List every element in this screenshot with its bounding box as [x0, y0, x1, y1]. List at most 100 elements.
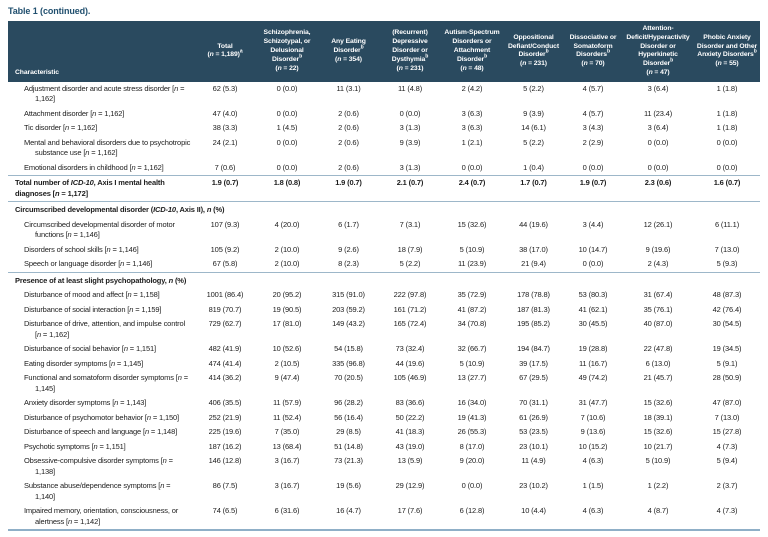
- value-cell: 3 (4.3): [582, 123, 604, 133]
- value-cell: 0 (0.0): [276, 108, 298, 118]
- value-cell: 0 (0.0): [582, 162, 604, 172]
- value-cell: 19 (34.5): [712, 344, 742, 354]
- value-cell: 26 (55.3): [457, 427, 487, 437]
- value-cell: 11 (23.4): [643, 108, 673, 118]
- value-cell: 49 (74.2): [578, 373, 608, 383]
- table-row: Attachment disorder [n = 1,162] 47 (4.0) 0…: [8, 107, 760, 122]
- value-cell: 105 (46.9): [393, 373, 427, 383]
- value-cell: 62 (5.3): [212, 83, 238, 93]
- value-cell: 15 (32.6): [643, 427, 673, 437]
- value-cell: 50 (22.2): [395, 412, 425, 422]
- row-label: Tic disorder [n = 1,162]: [24, 123, 98, 133]
- table-row: Obsessive-compulsive disorder symptoms […: [8, 454, 760, 479]
- value-cell: 10 (21.7): [643, 441, 673, 451]
- value-cell: 414 (36.2): [208, 373, 242, 383]
- value-cell: 11 (52.4): [272, 412, 302, 422]
- value-cell: 1.6 (0.7): [694, 175, 760, 203]
- row-label: Disturbance of social behavior [n = 1,15…: [24, 344, 156, 354]
- row-label: Mental and behavioral disorders due to p…: [24, 137, 191, 158]
- header-cell: Dissociative or Somatoform Disordersb (n …: [564, 21, 622, 82]
- value-cell: 335 (96.8): [332, 358, 365, 368]
- value-cell: 5 (10.9): [459, 244, 485, 254]
- value-cell: 1 (1.8): [716, 108, 738, 118]
- value-cell: 161 (71.2): [393, 304, 427, 314]
- value-cell: 1 (4.5): [276, 123, 298, 133]
- header-cell: Autism-Spectrum Disorders or Attachment …: [441, 21, 503, 82]
- value-cell: 474 (41.4): [208, 358, 242, 368]
- table-row: Disturbance of mood and affect [n = 1,15…: [8, 288, 760, 303]
- value-cell: 19 (41.3): [457, 412, 487, 422]
- value-cell: 14 (6.1): [521, 123, 546, 133]
- value-cell: 1 (1.8): [716, 123, 738, 133]
- table-row: Tic disorder [n = 1,162] 38 (3.3) 1 (4.5) 2…: [8, 121, 760, 136]
- value-cell: 6 (11.1): [714, 219, 740, 229]
- value-cell: 187 (16.2): [208, 441, 242, 451]
- value-cell: 86 (7.5): [212, 481, 238, 491]
- value-cell: 4 (5.7): [582, 108, 604, 118]
- table-row: Substance abuse/dependence symptoms [n =…: [8, 479, 760, 504]
- value-cell: 11 (57.9): [272, 398, 302, 408]
- section-header-row: Presence of at least slight psychopathol…: [8, 271, 760, 289]
- value-cell: 107 (9.3): [210, 219, 240, 229]
- value-cell: 5 (2.2): [523, 83, 544, 93]
- table-body: Adjustment disorder and acute stress dis…: [8, 82, 760, 531]
- value-cell: 19 (28.8): [578, 344, 608, 354]
- value-cell: 73 (32.4): [395, 344, 425, 354]
- value-cell: 20 (95.2): [272, 290, 302, 300]
- value-cell: 5 (9.3): [716, 259, 738, 269]
- value-cell: 4 (7.3): [716, 441, 738, 451]
- table-row: Disturbance of social behavior [n = 1,15…: [8, 342, 760, 357]
- table-row: Impaired memory, orientation, consciousn…: [8, 504, 760, 530]
- value-cell: 23 (10.1): [519, 441, 548, 451]
- value-cell: 5 (2.2): [399, 259, 421, 269]
- value-cell: 13 (5.9): [397, 456, 423, 466]
- value-cell: 42 (76.4): [712, 304, 742, 314]
- value-cell: 10 (52.6): [272, 344, 302, 354]
- table-row: Anxiety disorder symptoms [n = 1,143] 406…: [8, 396, 760, 411]
- table-row: Adjustment disorder and acute stress dis…: [8, 82, 760, 107]
- value-cell: 1.7 (0.7): [503, 175, 564, 203]
- value-cell: 16 (4.7): [336, 506, 361, 516]
- section-header-row: Circumscribed developmental disorder (IC…: [8, 202, 760, 218]
- value-cell: 729 (62.7): [208, 319, 242, 329]
- value-cell: 6 (31.6): [274, 506, 300, 516]
- value-cell: 35 (76.1): [643, 304, 673, 314]
- row-label: Obsessive-compulsive disorder symptoms […: [24, 456, 173, 476]
- value-cell: 406 (35.5): [208, 398, 242, 408]
- value-cell: 2 (3.7): [716, 481, 738, 491]
- table-title: Table 1 (continued).: [8, 6, 91, 16]
- value-cell: 0 (0.0): [461, 162, 483, 172]
- value-cell: 19 (5.6): [336, 481, 361, 491]
- value-cell: 0 (0.0): [276, 83, 298, 93]
- row-label: Total number of ICD-10, Axis I mental he…: [8, 175, 194, 203]
- header-cell-characteristic: Characteristic: [8, 21, 194, 82]
- value-cell: 11 (16.7): [578, 358, 608, 368]
- value-cell: 31 (47.7): [578, 398, 608, 408]
- value-cell: 51 (14.8): [334, 441, 363, 451]
- value-cell: 17 (7.6): [397, 506, 423, 516]
- value-cell: 5 (10.9): [645, 456, 671, 466]
- value-cell: 5 (9.4): [716, 456, 738, 466]
- value-cell: 53 (23.5): [519, 427, 548, 437]
- value-cell: 3 (1.3): [399, 162, 421, 172]
- value-cell: 222 (97.8): [393, 290, 427, 300]
- value-cell: 203 (59.2): [332, 304, 365, 314]
- value-cell: 41 (62.1): [578, 304, 608, 314]
- value-cell: 21 (45.7): [643, 373, 673, 383]
- value-cell: 41 (87.2): [457, 304, 487, 314]
- value-cell: 225 (19.6): [208, 427, 242, 437]
- value-cell: 54 (15.8): [334, 344, 363, 354]
- table-header: Characteristic Total (n = 1,189)a Schizophr…: [8, 21, 760, 82]
- value-cell: 0 (0.0): [647, 162, 669, 172]
- value-cell: 67 (5.8): [212, 259, 238, 269]
- table-row: Total number of ICD-10, Axis I mental he…: [8, 175, 760, 203]
- value-cell: 2 (0.6): [338, 162, 359, 172]
- value-cell: 34 (70.8): [457, 319, 487, 329]
- table-row: Mental and behavioral disorders due to p…: [8, 136, 760, 161]
- clinical-characteristics-table: Characteristic Total (n = 1,189)a Schizophr…: [8, 21, 760, 532]
- row-label: Impaired memory, orientation, consciousn…: [24, 506, 179, 526]
- value-cell: 47 (4.0): [212, 108, 238, 118]
- value-cell: 0 (0.0): [716, 162, 738, 172]
- value-cell: 44 (19.6): [395, 358, 425, 368]
